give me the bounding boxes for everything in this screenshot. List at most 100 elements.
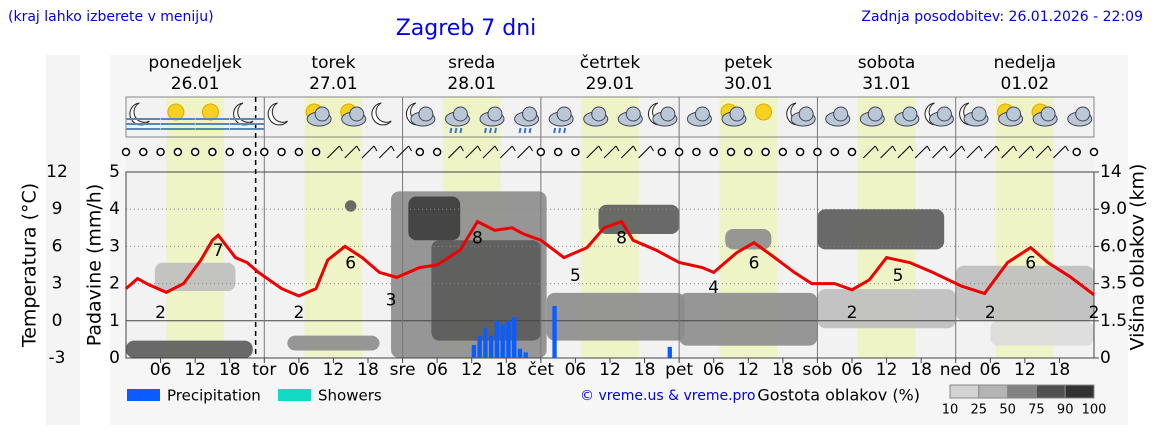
y2-tick-label: 3.5 <box>1100 274 1127 294</box>
cloud-icon <box>556 106 572 122</box>
wind-barb <box>897 145 911 159</box>
x-tick-label: 06 <box>703 360 725 380</box>
cloud-patch <box>287 335 380 351</box>
x-tick-label: 06 <box>565 360 587 380</box>
day-date: 29.01 <box>586 74 635 94</box>
chart-title: Zagreb 7 dni <box>396 16 537 41</box>
wind-barb <box>482 145 496 159</box>
day-name: sobota <box>858 53 916 73</box>
y2-tick-label: 14 <box>1100 162 1122 182</box>
legend-swatch <box>127 389 160 401</box>
wind-calm <box>139 147 148 157</box>
cloud-patch <box>679 292 818 346</box>
wind-barb <box>892 145 897 152</box>
precipitation-bar <box>523 352 528 358</box>
cloud-patch <box>598 204 680 234</box>
wind-barb <box>344 145 358 159</box>
day-date: 30.01 <box>724 74 773 94</box>
daylight-band <box>166 97 224 358</box>
wind-calm <box>692 147 701 157</box>
rain-icon <box>494 127 497 134</box>
wind-calm <box>311 147 321 157</box>
cloud-patch <box>817 209 945 250</box>
temperature-tick-label: -3 <box>49 348 66 368</box>
wind-barb <box>477 145 482 152</box>
cloud-icon <box>591 106 607 122</box>
precipitation-bar <box>489 335 494 358</box>
x-tick-label: čet <box>528 360 555 380</box>
precipitation-bar <box>500 324 505 358</box>
cloud-icon <box>1006 106 1022 122</box>
wind-barb <box>356 145 361 152</box>
temperature-extreme-label: 7 <box>213 241 224 261</box>
y-tick-label: 2 <box>109 274 120 294</box>
wind-calm <box>847 147 857 157</box>
temperature-extreme-label: 6 <box>749 253 760 273</box>
rain-icon <box>528 127 532 134</box>
wind-calm <box>242 147 252 157</box>
cloud-patch <box>990 320 1094 346</box>
wind-barb <box>1018 145 1032 159</box>
day-name: petek <box>724 53 772 73</box>
wind-calm <box>277 147 286 157</box>
cloud-scale-label: 10 <box>942 403 959 418</box>
y2-tick-label: 6.0 <box>1100 236 1127 256</box>
wind-barb <box>638 145 651 159</box>
wind-calm <box>121 147 131 157</box>
day-name: ponedeljek <box>148 53 242 73</box>
wind-barb <box>949 145 963 159</box>
cloud-icon <box>452 106 468 122</box>
temperature-extreme-label: 6 <box>345 253 356 273</box>
cloud-scale-box <box>949 384 980 399</box>
wind-barb <box>459 145 464 152</box>
wind-calm <box>294 147 304 157</box>
temperature-extreme-label: 2 <box>985 303 996 323</box>
wind-barb <box>586 145 600 159</box>
wind-calm <box>1089 147 1099 157</box>
x-tick-label: sob <box>802 360 832 380</box>
wind-barb <box>603 145 617 159</box>
temperature-tick-label: 3 <box>52 274 63 294</box>
y2-tick-label: 1.5 <box>1100 311 1127 331</box>
wind-barb <box>373 145 378 152</box>
wind-barb <box>1035 145 1049 159</box>
cloud-icon <box>798 106 814 122</box>
legend-label: Showers <box>318 387 382 405</box>
rain-icon <box>449 127 453 134</box>
precipitation-bar <box>471 344 477 358</box>
wind-calm <box>778 147 788 157</box>
plot-frame <box>125 171 1095 359</box>
cloud-scale-box <box>1035 384 1066 399</box>
cloud-icon <box>971 106 987 122</box>
precipitation-bar <box>667 346 672 358</box>
wind-barb <box>378 145 392 159</box>
wind-calm <box>571 147 580 157</box>
wind-barb <box>1047 145 1052 152</box>
cloud-icon <box>314 106 330 122</box>
temperature-tick-label: 0 <box>52 311 63 331</box>
temperature-extreme-label: 2 <box>155 303 166 323</box>
cloud-scale-label: 100 <box>1082 403 1107 418</box>
cloud-icon <box>936 106 952 122</box>
rain-icon <box>454 127 458 134</box>
wind-barb <box>874 145 879 152</box>
x-tick-label: 18 <box>910 360 932 380</box>
wind-calm <box>674 147 684 157</box>
temperature-line <box>125 219 1095 298</box>
precipitation-bar <box>517 348 523 358</box>
x-tick-label: 18 <box>495 360 517 380</box>
x-tick-label: pet <box>665 360 693 380</box>
cloud-icon <box>660 106 676 122</box>
wind-barb <box>995 145 1000 152</box>
cloud-icon <box>522 106 538 122</box>
x-tick-label: 12 <box>461 360 483 380</box>
wind-calm <box>536 147 546 157</box>
cloud-patch <box>126 340 253 358</box>
rain-icon <box>563 127 567 134</box>
wind-calm <box>1072 147 1081 157</box>
wind-barb <box>650 145 655 152</box>
y2-tick-label: 9.0 <box>1100 199 1127 219</box>
cloud-patch <box>408 196 461 241</box>
wind-calm <box>830 147 839 157</box>
